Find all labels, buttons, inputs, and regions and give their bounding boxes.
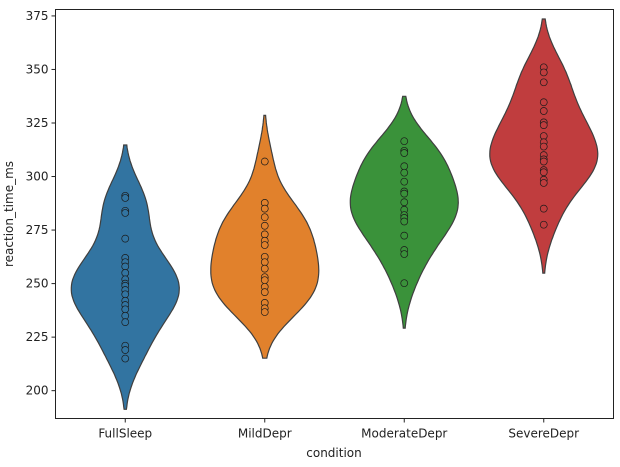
- data-point: [121, 234, 130, 243]
- data-point: [400, 279, 409, 288]
- y-tick-label: 250: [26, 277, 49, 291]
- x-tick-label: MildDepr: [238, 427, 292, 441]
- data-point: [121, 290, 130, 299]
- x-axis-label: condition: [306, 446, 361, 460]
- data-point: [539, 68, 548, 77]
- y-tick-label: 200: [26, 384, 49, 398]
- data-point: [260, 288, 269, 297]
- y-tick-label: 375: [26, 9, 49, 23]
- y-tick-label: 275: [26, 223, 49, 237]
- data-point: [539, 107, 548, 115]
- data-point: [400, 250, 409, 258]
- data-point: [121, 194, 130, 202]
- data-point: [539, 78, 548, 87]
- data-point: [260, 241, 269, 249]
- data-point: [539, 157, 548, 166]
- data-point: [260, 308, 269, 316]
- data-point: [539, 121, 548, 129]
- data-point: [539, 142, 548, 151]
- data-point: [260, 204, 269, 213]
- data-point: [260, 264, 269, 273]
- data-point: [400, 149, 409, 157]
- x-tick-label: FullSleep: [98, 427, 152, 441]
- x-axis-ticks: FullSleep MildDepr ModerateDepr SevereDepr: [98, 418, 579, 441]
- data-point: [400, 177, 409, 186]
- data-point: [260, 258, 269, 267]
- data-point: [260, 276, 269, 285]
- y-tick-label: 325: [26, 116, 49, 130]
- data-point: [260, 157, 269, 166]
- data-point: [121, 311, 130, 320]
- data-point: [121, 346, 130, 354]
- x-tick-label: ModerateDepr: [361, 427, 447, 441]
- y-tick-label: 225: [26, 330, 49, 344]
- data-point: [260, 221, 269, 230]
- data-point: [539, 220, 548, 229]
- violins-layer: [70, 18, 599, 410]
- y-tick-label: 300: [26, 170, 49, 184]
- data-point: [121, 262, 130, 271]
- data-point: [121, 209, 130, 217]
- y-tick-label: 350: [26, 62, 49, 76]
- data-point: [121, 305, 130, 314]
- data-point: [400, 231, 409, 240]
- data-point: [539, 98, 548, 107]
- data-point: [400, 162, 409, 171]
- data-point: [400, 189, 409, 198]
- data-point: [400, 137, 409, 146]
- data-point: [260, 230, 269, 239]
- data-point: [539, 179, 548, 187]
- data-point: [539, 204, 548, 213]
- y-axis-ticks: 200 225 250 275 300 325 350 375: [26, 9, 56, 398]
- data-point: [400, 168, 409, 177]
- x-tick-label: SevereDepr: [508, 427, 579, 441]
- data-point: [121, 269, 130, 277]
- data-point: [539, 168, 548, 177]
- plot-frame: [55, 9, 614, 419]
- data-point: [121, 354, 130, 363]
- data-point: [400, 217, 409, 226]
- data-point: [260, 213, 269, 222]
- y-axis-label: reaction_time_ms: [2, 161, 16, 267]
- data-point: [121, 318, 130, 326]
- data-point: [400, 198, 409, 207]
